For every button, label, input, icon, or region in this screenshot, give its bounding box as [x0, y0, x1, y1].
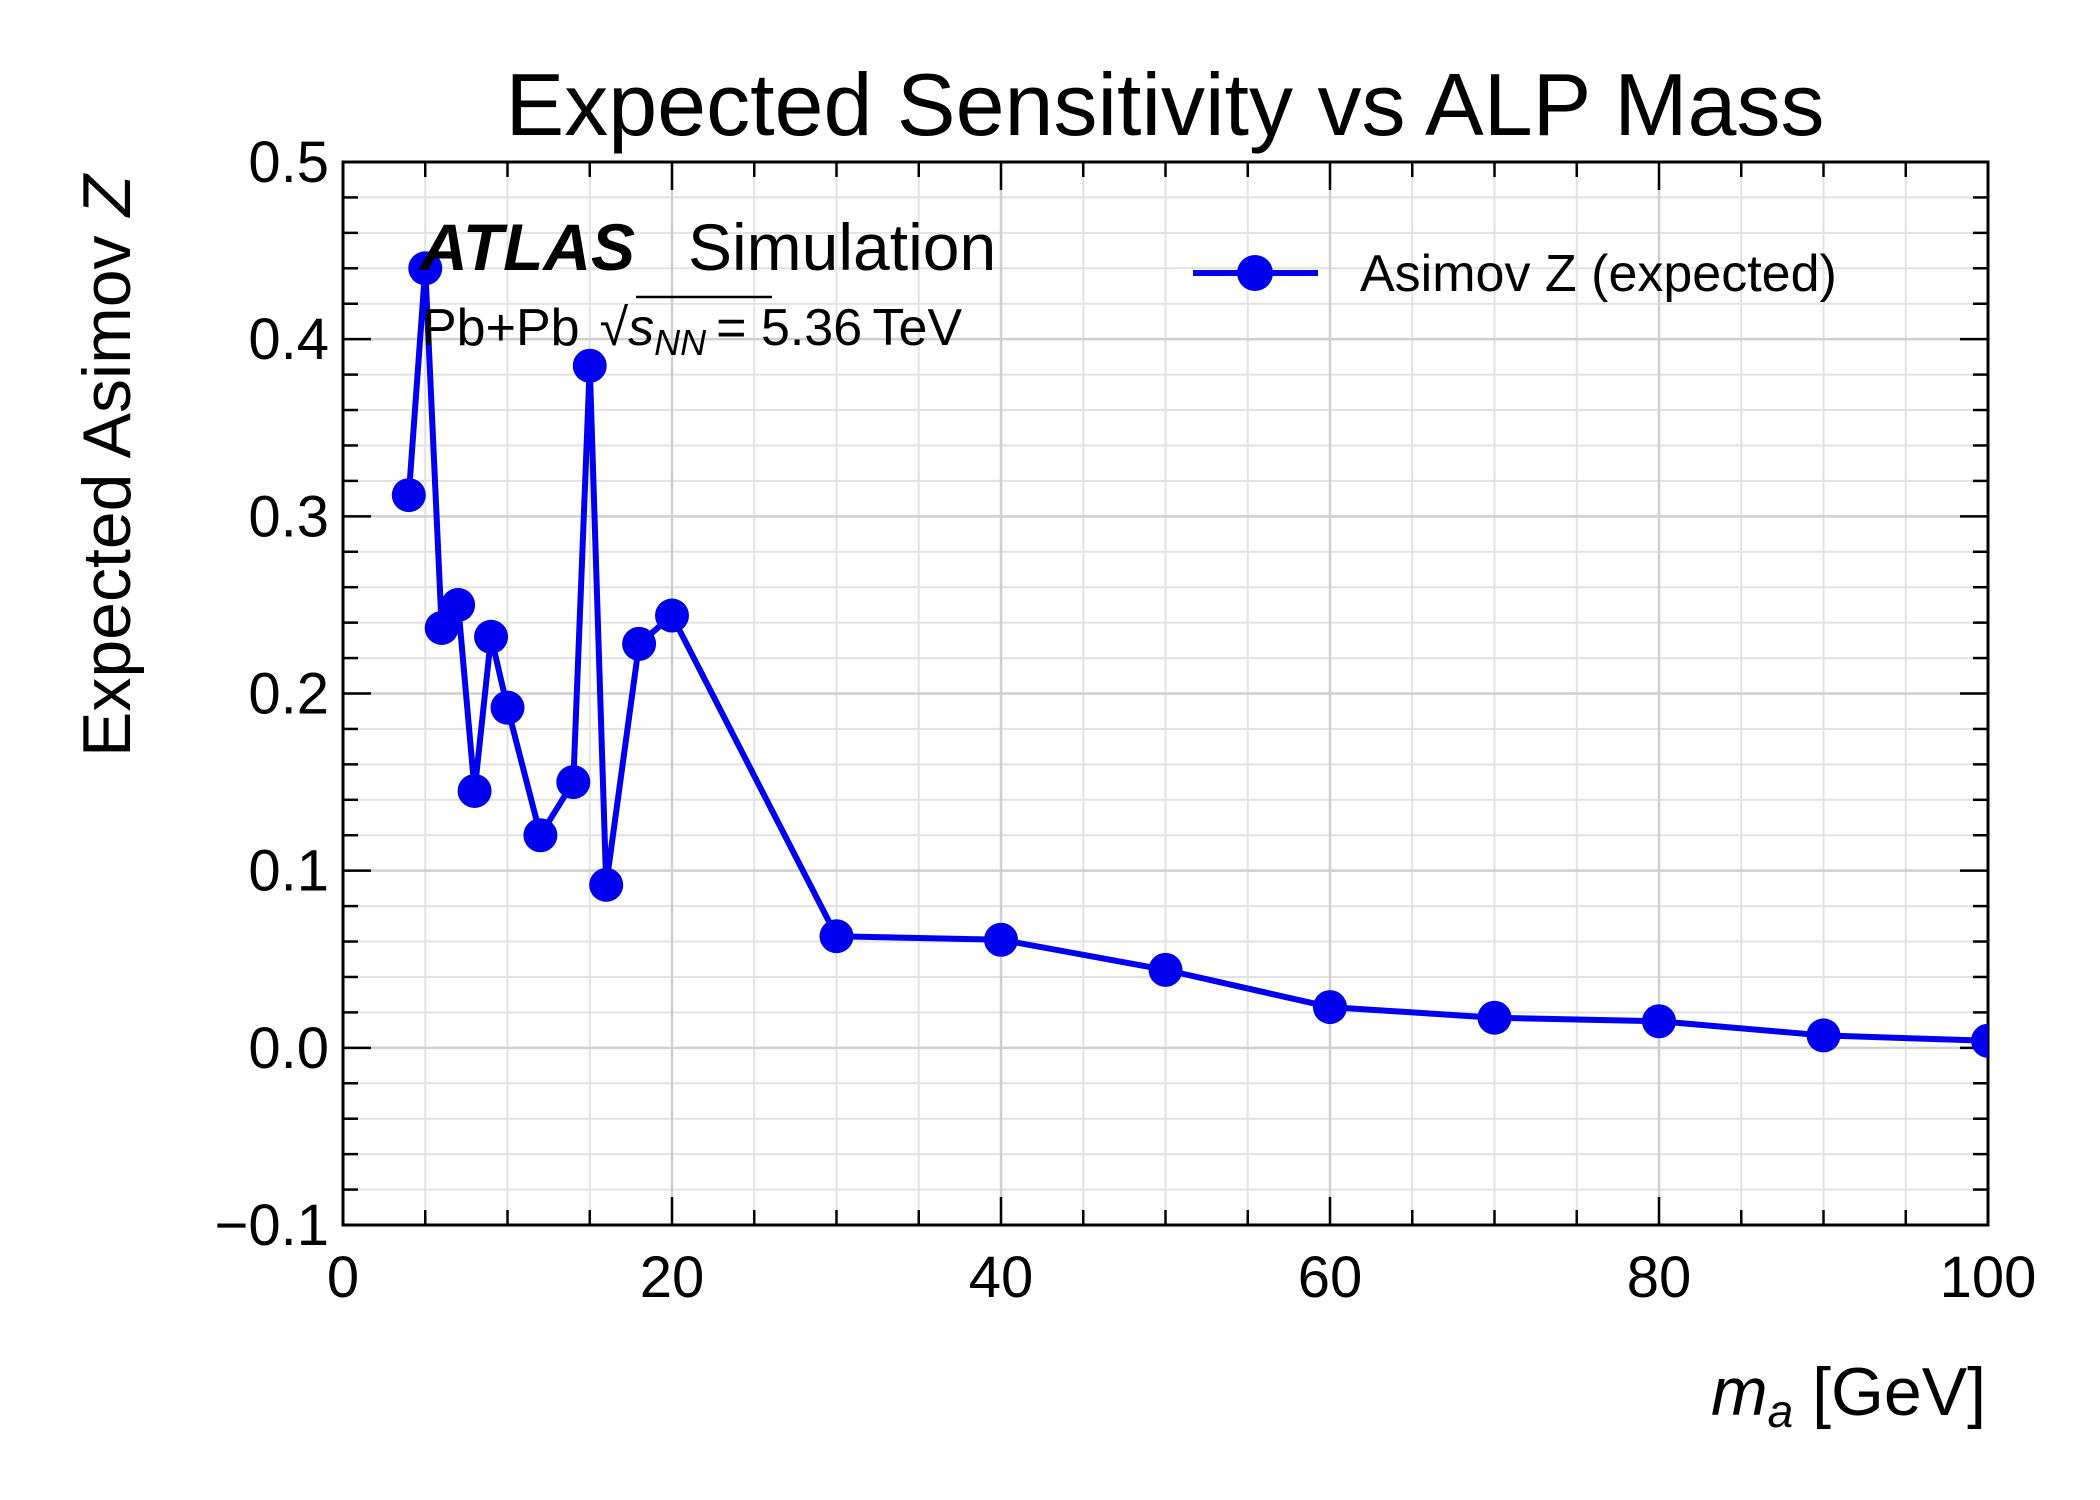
tick-labels: 0 20 40 60 80 100 −0.1 0.0 0.1 0.2 0.3 0.4 0.5: [215, 130, 2037, 1310]
sqrt-symbol: √: [600, 299, 629, 357]
x-axis-unit: [1793, 1354, 1812, 1430]
data-point: [490, 690, 525, 725]
x-tick-label: 0: [327, 1245, 359, 1310]
y-axis-label: Expected Asimov Z: [69, 173, 145, 757]
x-tick-label: 80: [1627, 1245, 1692, 1310]
data-point: [655, 598, 689, 633]
data-point: [474, 619, 509, 654]
data-point: [1313, 990, 1347, 1025]
y-tick-label: 0.3: [248, 484, 329, 549]
x-tick-label: 60: [1298, 1245, 1363, 1310]
data-point: [1806, 1018, 1841, 1053]
chart-title: Expected Sensitivity vs ALP Mass: [506, 55, 1825, 154]
x-axis-label: ma [GeV]: [1711, 1354, 1986, 1437]
x-axis-unit-text: [GeV]: [1812, 1354, 1986, 1430]
collision-energy-label: Pb+Pb √sNN = 5.36 TeV: [422, 299, 962, 363]
data-point: [523, 818, 558, 853]
y-axis-symbol: Z: [69, 173, 145, 219]
data-point: [622, 626, 657, 661]
collision-system: Pb+Pb: [422, 299, 580, 357]
data-point: [1148, 952, 1183, 987]
energy-value: = 5.36 TeV: [716, 299, 962, 357]
data-point: [457, 773, 492, 808]
y-tick-label: −0.1: [215, 1193, 330, 1258]
legend: Asimov Z (expected): [1193, 245, 1837, 303]
nn-subscript: NN: [654, 322, 707, 363]
x-tick-label: 100: [1940, 1245, 2037, 1310]
y-tick-label: 0.5: [248, 130, 329, 195]
data-point: [819, 919, 854, 954]
data-point: [1477, 1000, 1512, 1035]
y-tick-label: 0.1: [248, 839, 329, 904]
atlas-label: ATLAS: [418, 210, 635, 284]
data-point: [441, 587, 476, 622]
y-tick-label: 0.2: [248, 662, 329, 727]
data-point: [984, 922, 1018, 957]
y-tick-label: 0.4: [248, 307, 329, 372]
data-point: [572, 348, 607, 383]
data-point: [408, 251, 443, 286]
data-point: [556, 765, 591, 800]
x-tick-label: 20: [640, 1245, 705, 1310]
series-layer: [391, 251, 1988, 1058]
plot-frame: [341, 160, 1990, 1227]
data-point: [391, 478, 426, 513]
s-symbol: s: [628, 299, 654, 357]
legend-label: Asimov Z (expected): [1360, 245, 1837, 303]
y-tick-label: 0.0: [248, 1016, 329, 1081]
y-axis-label-text: Expected Asimov: [69, 217, 145, 757]
data-point: [1642, 1004, 1676, 1039]
x-tick-label: 40: [969, 1245, 1034, 1310]
simulation-label: Simulation: [688, 210, 996, 284]
data-point: [589, 867, 624, 902]
data-point: [1971, 1023, 1988, 1058]
legend-marker: [1237, 255, 1273, 291]
x-axis-symbol: m: [1711, 1354, 1768, 1430]
x-axis-subscript: a: [1768, 1385, 1794, 1437]
